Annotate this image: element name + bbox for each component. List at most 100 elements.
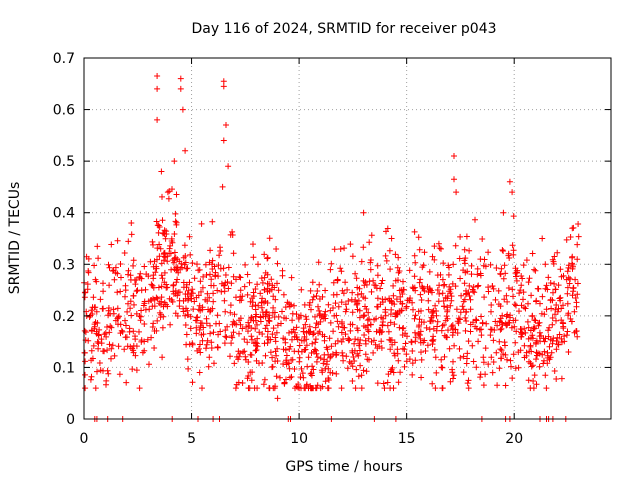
data-point — [270, 325, 277, 332]
data-point — [525, 279, 532, 286]
data-point — [194, 314, 201, 321]
data-point — [432, 302, 439, 309]
data-point — [334, 337, 341, 344]
data-point — [227, 353, 233, 360]
data-point — [245, 385, 252, 392]
data-point — [159, 193, 165, 200]
data-point — [392, 251, 399, 258]
data-point — [247, 317, 254, 323]
data-point — [548, 305, 555, 312]
data-point — [213, 320, 219, 327]
data-point — [316, 312, 323, 319]
data-point — [532, 341, 539, 347]
data-point — [248, 333, 255, 340]
data-point — [220, 78, 227, 85]
data-point — [333, 291, 340, 298]
data-point — [507, 357, 514, 364]
data-point — [509, 286, 516, 293]
data-point — [194, 261, 200, 268]
data-point — [266, 287, 273, 294]
data-point — [104, 367, 111, 374]
data-point — [490, 285, 497, 292]
data-point — [435, 298, 442, 305]
data-point — [418, 297, 425, 303]
data-point — [357, 337, 364, 343]
data-point — [508, 363, 514, 370]
data-point — [132, 333, 138, 340]
data-point — [424, 342, 431, 349]
data-point — [512, 365, 519, 372]
data-point — [210, 282, 217, 289]
data-point — [372, 282, 379, 289]
data-point — [313, 320, 320, 327]
data-point — [190, 306, 197, 313]
data-point — [520, 296, 526, 303]
data-point — [564, 328, 571, 335]
data-point — [189, 286, 196, 293]
data-point — [252, 347, 259, 354]
data-point — [362, 295, 369, 302]
data-point — [253, 347, 260, 353]
data-point — [258, 275, 265, 282]
data-point — [199, 385, 205, 392]
data-point — [264, 328, 271, 335]
data-point — [358, 258, 365, 265]
data-point — [480, 262, 487, 269]
data-point — [501, 296, 508, 303]
data-point — [279, 267, 286, 274]
data-point — [455, 320, 462, 327]
data-point — [154, 73, 161, 79]
data-point — [450, 358, 456, 365]
data-point — [274, 345, 281, 352]
data-point — [130, 292, 137, 299]
data-point — [536, 363, 543, 370]
data-point — [185, 365, 192, 372]
data-point — [360, 367, 367, 374]
data-point — [289, 317, 296, 324]
data-point — [257, 290, 264, 297]
data-point — [513, 277, 520, 284]
data-point — [342, 301, 349, 308]
data-point — [197, 278, 204, 285]
data-point — [497, 326, 504, 333]
data-point — [464, 355, 470, 362]
data-point — [482, 345, 489, 352]
data-point — [502, 270, 509, 277]
data-point — [553, 317, 559, 324]
data-point — [421, 337, 428, 344]
data-point — [200, 331, 207, 338]
data-point — [96, 360, 103, 366]
data-point — [268, 276, 275, 283]
data-point — [235, 348, 242, 355]
data-point — [552, 306, 559, 313]
data-point — [526, 358, 532, 365]
data-point — [500, 275, 507, 282]
data-point — [322, 365, 329, 372]
data-point — [416, 316, 423, 323]
data-point — [444, 334, 450, 341]
data-point — [462, 314, 469, 321]
data-point — [464, 350, 471, 357]
data-point — [509, 242, 516, 249]
data-point — [567, 276, 574, 282]
data-point — [303, 342, 310, 349]
data-point — [493, 349, 500, 356]
data-point — [430, 325, 437, 332]
data-point — [193, 324, 200, 331]
data-point — [163, 284, 170, 291]
data-point — [367, 266, 374, 273]
data-point — [123, 379, 130, 386]
data-point — [166, 295, 173, 302]
data-point — [344, 286, 351, 293]
data-point — [223, 122, 229, 128]
data-point — [528, 363, 535, 370]
data-point — [302, 321, 309, 328]
data-point — [92, 385, 99, 392]
data-point — [125, 271, 131, 278]
data-point — [460, 369, 467, 376]
data-point — [432, 354, 439, 361]
data-point — [478, 326, 485, 333]
data-point — [493, 265, 500, 271]
data-point — [542, 335, 549, 342]
data-point — [89, 311, 96, 317]
